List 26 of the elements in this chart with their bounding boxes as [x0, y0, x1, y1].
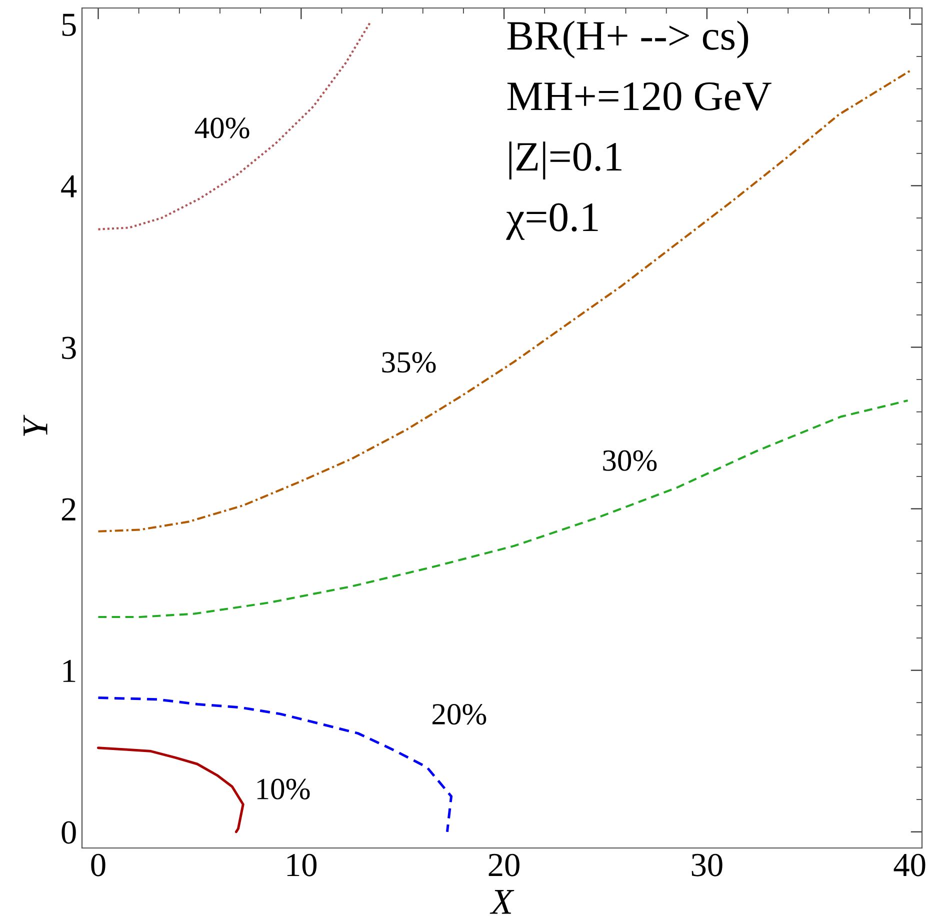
annotation: |Z|=0.1: [509, 142, 622, 180]
y-axis-title: Y: [24, 414, 48, 436]
annotation: χ=0.1: [506, 203, 598, 240]
series-label: 30%: [603, 450, 657, 472]
y-tick-label: 1: [63, 660, 76, 682]
series-label: 10%: [257, 778, 310, 800]
line-series: [97, 70, 911, 532]
y-tick-label: 3: [62, 336, 76, 360]
x-tick-label: 10: [287, 854, 317, 876]
y-tick-label: 5: [62, 14, 76, 36]
series-label: 40%: [194, 118, 250, 138]
line-series: [96, 746, 244, 834]
annotation: BR(H+ --> cs): [507, 20, 748, 58]
x-tick-label: 0: [91, 854, 106, 876]
series-label: 35%: [382, 352, 436, 373]
annotation: MH+=120 GeV: [507, 82, 772, 111]
line-series: [97, 399, 909, 618]
line-series: [97, 21, 372, 230]
x-tick-label: 40: [894, 854, 926, 876]
y-tick-label: 0: [62, 821, 76, 844]
x-tick-label: 20: [488, 854, 520, 876]
x-axis-title: X: [490, 890, 514, 914]
y-tick-label: 4: [61, 175, 77, 198]
x-tick-label: 30: [692, 854, 722, 876]
series-label: 20%: [432, 704, 486, 725]
y-tick-label: 2: [62, 498, 76, 520]
